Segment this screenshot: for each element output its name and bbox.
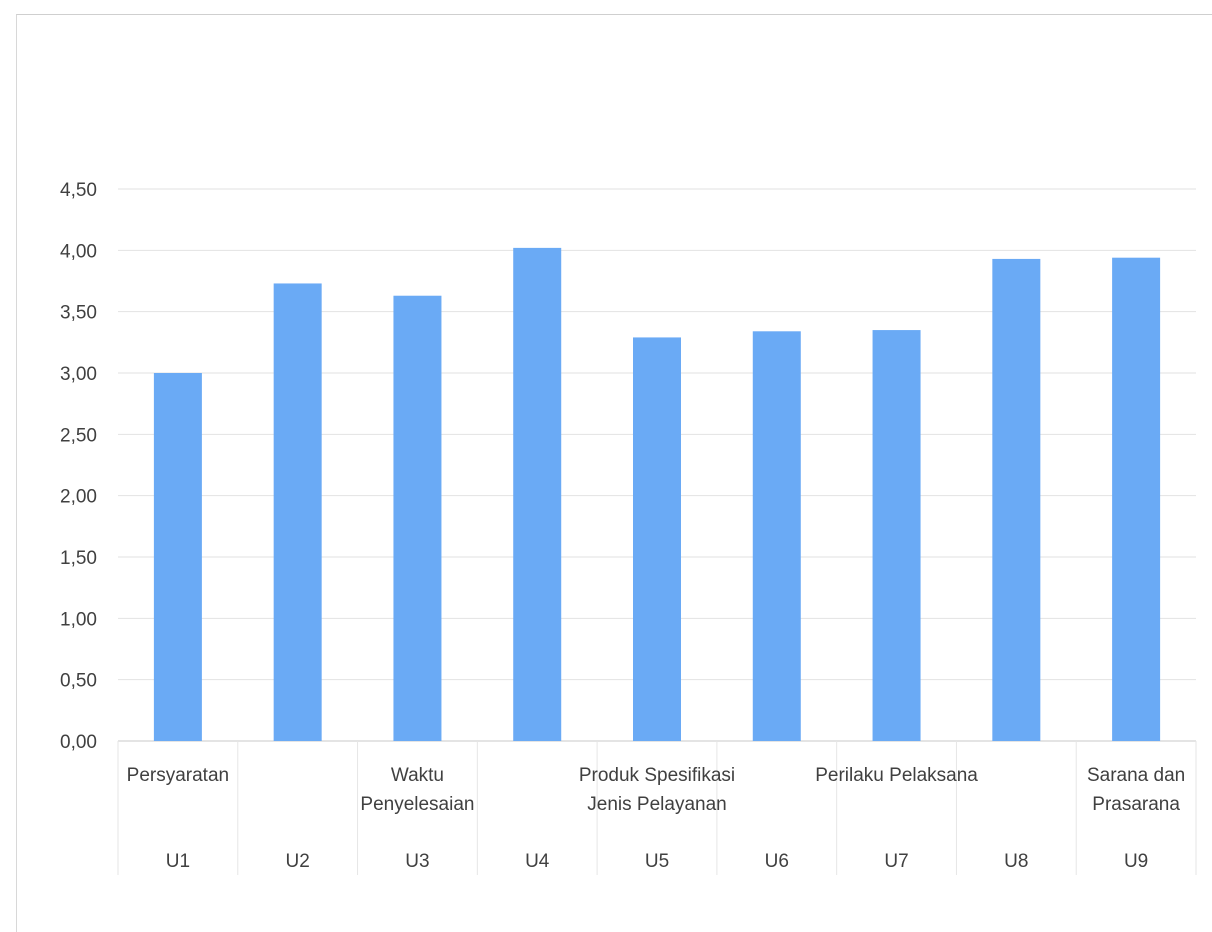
y-tick-label: 4,50 xyxy=(60,180,97,201)
group-label: Sarana dan Prasarana xyxy=(1087,765,1185,815)
group-label: Persyaratan xyxy=(127,765,229,786)
x-tick-label: U5 xyxy=(645,851,669,872)
bar-u8 xyxy=(992,258,1041,741)
group-label-line: Sarana dan xyxy=(1087,765,1185,786)
bar-u4 xyxy=(513,247,562,741)
bar-u9 xyxy=(1112,257,1161,741)
y-tick-label: 2,00 xyxy=(60,487,97,508)
bar-u7 xyxy=(872,330,921,741)
group-label: Produk Spesifikasi Jenis Pelayanan xyxy=(579,765,735,815)
bar-u2 xyxy=(273,283,322,741)
x-tick-label: U7 xyxy=(884,851,908,872)
group-label-line: Prasarana xyxy=(1092,794,1180,815)
x-tick-label: U2 xyxy=(286,851,310,872)
group-label: Perilaku Pelaksana xyxy=(815,765,978,786)
y-tick-label: 0,00 xyxy=(60,732,97,753)
x-tick-label: U3 xyxy=(405,851,429,872)
y-tick-label: 1,50 xyxy=(60,548,97,569)
bar-u1 xyxy=(153,373,202,741)
y-tick-label: 3,50 xyxy=(60,303,97,324)
y-tick-label: 1,00 xyxy=(60,609,97,630)
y-tick-label: 4,00 xyxy=(60,241,97,262)
bar-u6 xyxy=(752,331,801,741)
x-tick-label: U8 xyxy=(1004,851,1028,872)
group-label-line: Produk Spesifikasi xyxy=(579,765,735,786)
bars xyxy=(153,247,1161,741)
x-tick-label: U9 xyxy=(1124,851,1148,872)
y-tick-label: 2,50 xyxy=(60,425,97,446)
bar-u5 xyxy=(633,337,681,741)
y-axis-ticks: 0,00 0,50 1,00 1,50 2,00 2,50 3,00 3,50 4,00 4,50 xyxy=(60,180,97,753)
group-label-line: Jenis Pelayanan xyxy=(587,794,726,815)
y-tick-label: 0,50 xyxy=(60,671,97,692)
group-label-line: Waktu xyxy=(391,765,444,786)
bar-u3 xyxy=(393,295,442,741)
group-label-line: Persyaratan xyxy=(127,765,229,786)
group-label: Waktu Penyelesaian xyxy=(360,765,474,815)
group-label-line: Penyelesaian xyxy=(360,794,474,815)
x-tick-label: U1 xyxy=(166,851,190,872)
x-axis-categories: U1 U2 U3 U4 U5 U6 U7 U8 U9 Persyaratan Waktu Penyel… xyxy=(127,765,1186,872)
y-tick-label: 3,00 xyxy=(60,364,97,385)
group-label-line: Perilaku Pelaksana xyxy=(815,765,978,786)
x-tick-label: U6 xyxy=(765,851,789,872)
x-tick-label: U4 xyxy=(525,851,550,872)
